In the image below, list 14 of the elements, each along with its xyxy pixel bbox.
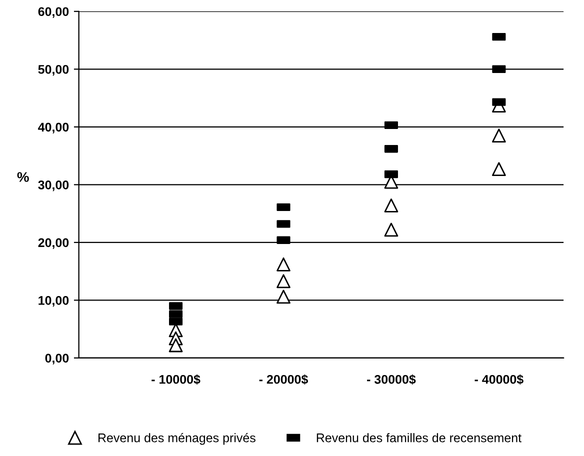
x-tick-label: - 10000$ xyxy=(152,374,200,385)
y-tick-label: 10,00 xyxy=(38,296,69,307)
y-axis-title: % xyxy=(17,172,29,182)
x-tick-label: - 30000$ xyxy=(367,374,416,385)
y-tick-label: 20,00 xyxy=(38,238,69,249)
legend-label: Revenu des ménages privés xyxy=(98,432,256,445)
y-tick-label: 0,00 xyxy=(45,354,69,364)
y-tick-label: 60,00 xyxy=(38,7,69,18)
y-tick-label: 30,00 xyxy=(38,180,69,192)
y-tick-label: 40,00 xyxy=(38,122,69,134)
y-tick-label: 50,00 xyxy=(38,64,69,76)
legend-label: Revenu des familles de recensement xyxy=(316,433,522,442)
x-tick-label: - 40000$ xyxy=(474,374,524,385)
x-tick-label: - 20000$ xyxy=(259,374,308,385)
